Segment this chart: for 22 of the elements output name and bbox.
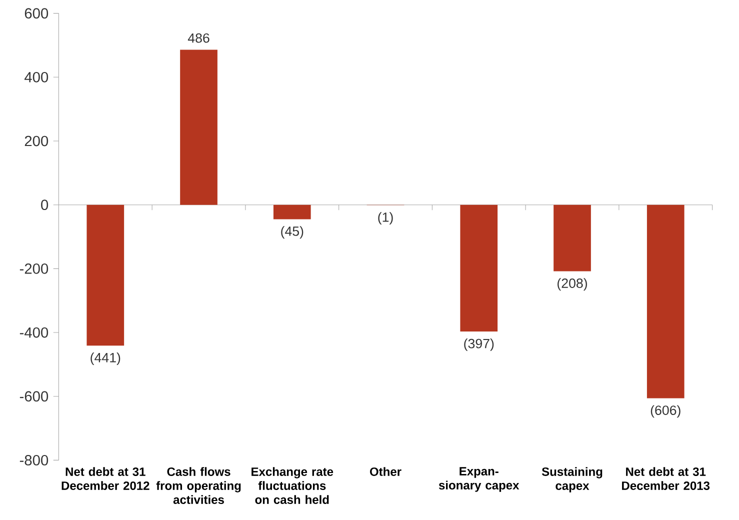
x-tick-label: Sustaining capex [542, 467, 602, 492]
data-label: (1) [378, 212, 393, 224]
y-tick-label: 400 [24, 72, 48, 82]
x-tick-label: Exchange rate fluctuations on cash held [252, 467, 334, 504]
y-tick-label: 200 [24, 136, 48, 146]
data-label: (397) [464, 338, 494, 351]
y-tick-label: -200 [20, 263, 48, 274]
x-tick-label: Net debt at 31 December 2012 [62, 467, 150, 490]
x-tick-label: Other [370, 467, 402, 476]
data-label: (441) [90, 352, 120, 365]
y-tick-label: 0 [41, 200, 48, 210]
y-tick-label: -400 [20, 327, 48, 338]
data-label: (45) [281, 226, 304, 238]
x-tick-label: Cash flows from operating activities [156, 467, 241, 504]
y-tick-label: -600 [20, 391, 48, 402]
x-tick-label: Expan-sionary capex [438, 467, 520, 492]
x-tick-label: Net debt at 31 December 2013 [622, 467, 710, 490]
data-label: (606) [650, 405, 680, 418]
data-label: (208) [558, 278, 587, 290]
data-label: 486 [188, 33, 210, 43]
y-tick-label: -800 [20, 454, 48, 466]
y-tick-label: 600 [24, 8, 48, 18]
